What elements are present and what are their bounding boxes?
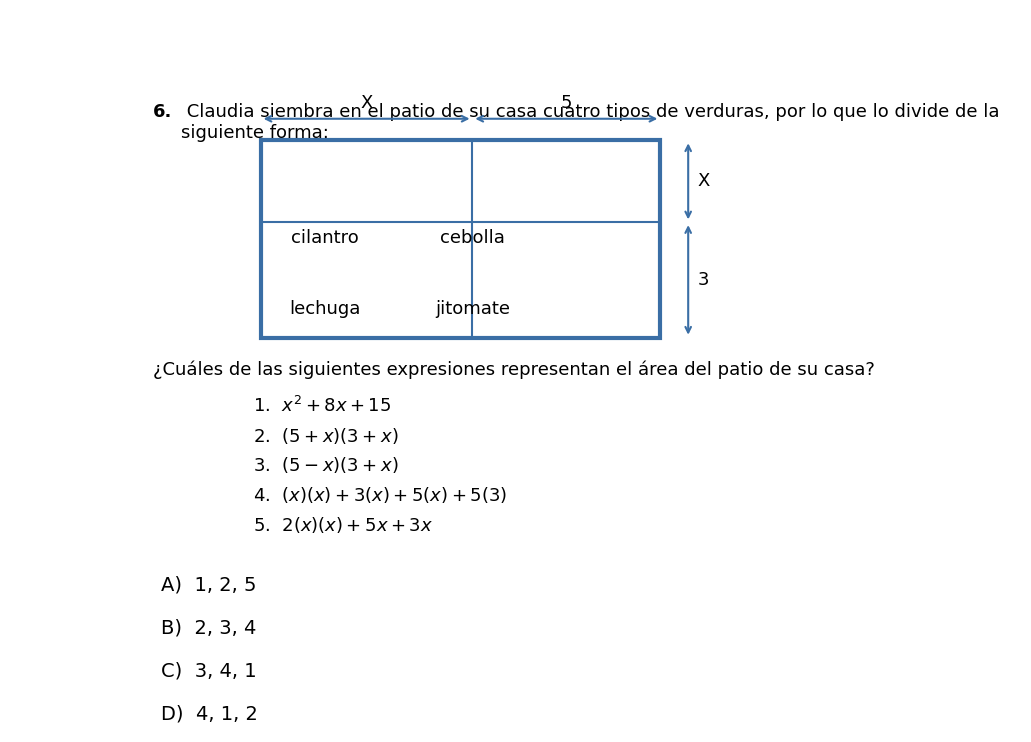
Text: X: X [698, 172, 710, 191]
Text: D)  4, 1, 2: D) 4, 1, 2 [161, 704, 258, 723]
Text: B)  2, 3, 4: B) 2, 3, 4 [161, 619, 257, 637]
Text: A)  1, 2, 5: A) 1, 2, 5 [161, 576, 257, 595]
Text: 3: 3 [698, 271, 709, 289]
Text: 2.  $(5 + x)(3 + x)$: 2. $(5 + x)(3 + x)$ [253, 426, 398, 445]
Text: 5.  $2(x)(x) + 5x + 3x$: 5. $2(x)(x) + 5x + 3x$ [253, 515, 433, 535]
Text: Claudia siembra en el patio de su casa cuatro tipos de verduras, por lo que lo d: Claudia siembra en el patio de su casa c… [180, 103, 999, 142]
Text: 5: 5 [561, 94, 572, 112]
Text: X: X [361, 94, 373, 112]
Text: 3.  $(5 - x)(3 + x)$: 3. $(5 - x)(3 + x)$ [253, 456, 398, 476]
Text: 6.: 6. [153, 103, 172, 122]
Text: cilantro: cilantro [291, 229, 359, 246]
Bar [261, 140, 660, 338]
Text: cebolla: cebolla [440, 229, 505, 246]
Text: 1.  $x^2 + 8x + 15$: 1. $x^2 + 8x + 15$ [253, 395, 391, 416]
Text: 4.  $(x)(x) + 3(x) + 5(x) + 5(3)$: 4. $(x)(x) + 3(x) + 5(x) + 5(3)$ [253, 485, 506, 505]
Text: ¿Cuáles de las siguientes expresiones representan el área del patio de su casa?: ¿Cuáles de las siguientes expresiones re… [153, 361, 874, 379]
Text: C)  3, 4, 1: C) 3, 4, 1 [161, 662, 257, 680]
Text: jitomate: jitomate [435, 300, 510, 318]
Text: lechuga: lechuga [289, 300, 360, 318]
